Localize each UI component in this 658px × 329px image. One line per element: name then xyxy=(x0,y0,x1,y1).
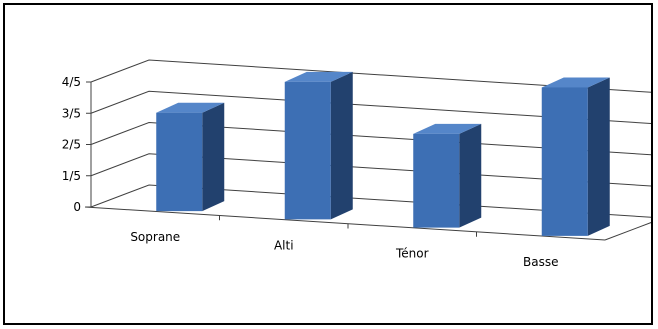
x-tick-label: Alti xyxy=(274,238,294,252)
x-tick-label: Soprane xyxy=(130,230,180,244)
bar-front xyxy=(156,112,203,212)
bar xyxy=(284,71,353,220)
bar-side xyxy=(202,102,225,212)
bar-front xyxy=(284,81,331,220)
bar-top xyxy=(541,77,610,88)
labels: 0 1/5 2/5 3/5 4/5 Soprane Alti Ténor Basse xyxy=(62,75,559,269)
bar-side xyxy=(459,123,482,228)
bar xyxy=(541,77,610,236)
gridline xyxy=(90,184,651,218)
gridline xyxy=(90,90,651,124)
gridline xyxy=(90,59,651,93)
x-axis-line xyxy=(84,206,606,241)
bar-side xyxy=(330,71,353,220)
bars xyxy=(156,71,610,236)
y-tick-label: 3/5 xyxy=(62,106,81,120)
bar-top xyxy=(156,102,225,113)
floor-edge xyxy=(604,222,651,241)
bar-top xyxy=(413,123,482,134)
y-tick-label: 0 xyxy=(73,200,81,214)
bar-front xyxy=(413,133,460,228)
bar xyxy=(156,102,225,212)
chart-frame: 0 1/5 2/5 3/5 4/5 Soprane Alti Ténor Basse xyxy=(3,3,653,325)
gridline xyxy=(90,153,651,187)
bar xyxy=(413,123,482,228)
x-tick-label: Ténor xyxy=(395,247,429,261)
bar-chart: 0 1/5 2/5 3/5 4/5 Soprane Alti Ténor Basse xyxy=(62,59,651,269)
x-tick-label: Basse xyxy=(523,255,558,269)
bar-side xyxy=(587,77,610,236)
bar-front xyxy=(541,87,588,236)
gridline xyxy=(90,121,651,156)
y-tick-label: 2/5 xyxy=(62,138,81,152)
y-tick-label: 1/5 xyxy=(62,169,81,183)
axes xyxy=(84,81,651,241)
bar-top xyxy=(284,71,353,82)
gridlines xyxy=(90,59,651,218)
y-tick-label: 4/5 xyxy=(62,75,81,89)
